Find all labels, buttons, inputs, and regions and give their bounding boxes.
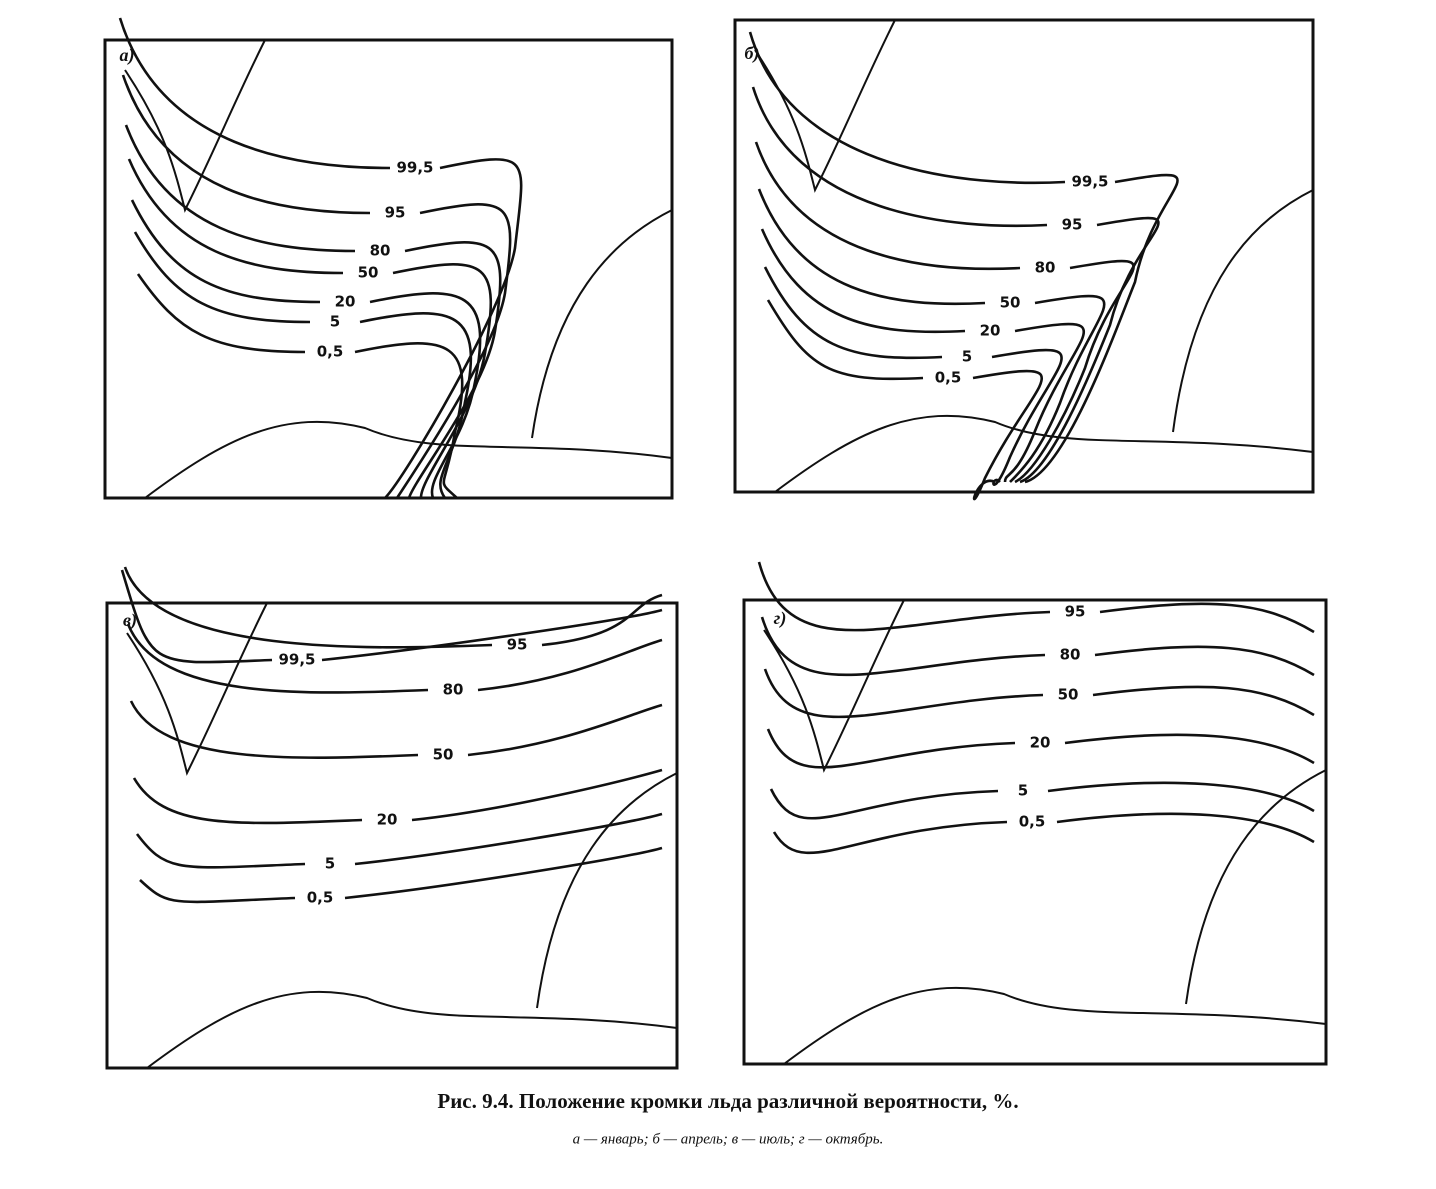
contour-label: 80 [443,681,464,699]
coastline [763,599,905,773]
contour-line [133,231,473,499]
map-frame [742,598,1328,1066]
caption-legend: а — январь; б — апрель; в — июль; г — ок… [573,1131,884,1147]
contour-label: 95 [1065,603,1086,621]
contour-label: 50 [358,264,379,282]
contour-line [136,273,464,499]
coastline [146,990,678,1069]
contour-label: 5 [330,313,340,331]
contour-label: 99,5 [278,651,315,669]
contour-label: 80 [370,242,391,260]
contour-line [766,299,1043,501]
contour-label: 0,5 [935,369,962,387]
coastline [144,420,673,499]
contour-label: 99,5 [396,159,433,177]
contour-line [754,141,1135,484]
contour-line [123,566,663,649]
coastline [774,414,1314,493]
contour-label: 50 [433,746,454,764]
contour-line [135,812,663,869]
map-frame [733,18,1315,494]
caption-title: Рис. 9.4. Положение кромки льда различно… [437,1089,1018,1113]
contour-label: 5 [962,348,972,366]
contour-label: 20 [1030,734,1051,752]
coastline [783,986,1327,1065]
panel-label: а) [120,45,135,66]
contour-line [126,623,663,694]
contour-line [121,74,512,499]
contour-label: 50 [1000,294,1021,312]
contour-label: 95 [507,636,528,654]
contour-label: 95 [385,204,406,222]
coastline [531,209,673,439]
contour-line [751,86,1160,484]
panel-label: в) [123,610,137,631]
contour-label: 0,5 [1019,813,1046,831]
panel-label: г) [774,608,787,629]
map-frame [103,38,674,500]
contour-line [772,812,1315,855]
coastline [124,39,266,213]
contour-line [139,846,663,904]
contour-line [766,728,1315,769]
contour-label: 80 [1060,646,1081,664]
contour-label: 20 [335,293,356,311]
contour-label: 99,5 [1071,173,1108,191]
contour-line [132,768,663,825]
coastline [536,772,678,1009]
contour-line [763,668,1315,719]
contour-line [127,158,492,499]
contour-label: 80 [1035,259,1056,277]
coastline [1185,769,1327,1005]
contour-label: 0,5 [317,343,344,361]
map-frame [105,601,679,1070]
contour-line [769,781,1315,820]
contour-label: 50 [1058,686,1079,704]
coastline [1172,189,1314,433]
contour-label: 95 [1062,216,1083,234]
contour-label: 0,5 [307,889,334,907]
contour-line [757,561,1315,634]
contour-line [763,266,1063,487]
contour-line [130,199,482,499]
coastline [754,19,896,193]
coastline [126,602,268,776]
contour-label: 5 [1018,782,1028,800]
contour-label: 20 [980,322,1001,340]
contour-line [118,17,523,499]
contour-label: 5 [325,855,335,873]
contour-line [124,124,502,499]
contour-line [129,700,663,759]
contour-line [760,616,1315,677]
contour-label: 20 [377,811,398,829]
contour-line [748,31,1179,484]
contour-line [757,188,1106,483]
contour-line [120,569,663,664]
contour-line [760,228,1085,483]
